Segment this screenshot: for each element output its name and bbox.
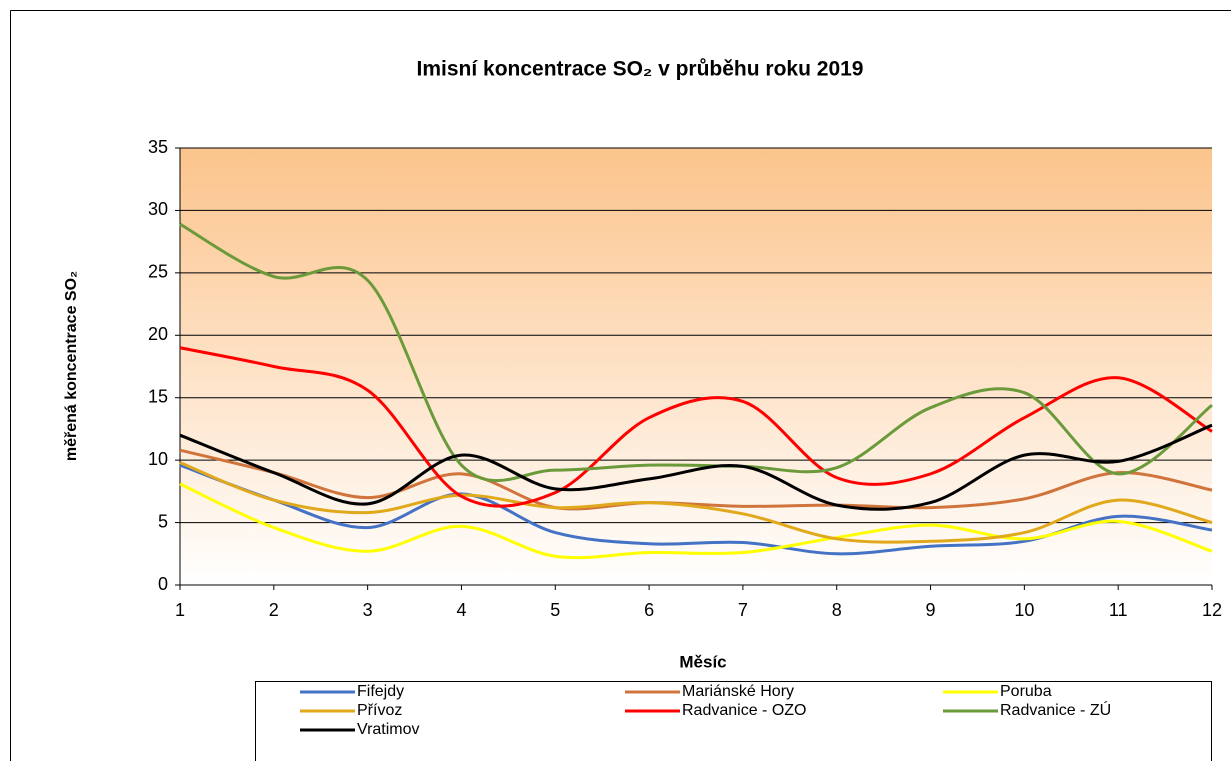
legend-label: Přívoz xyxy=(357,702,402,719)
series-line xyxy=(179,423,1213,511)
series-line xyxy=(179,222,1213,483)
legend-label: Radvanice - OZO xyxy=(682,702,806,719)
series-line xyxy=(179,461,1213,544)
x-tick-label: 11 xyxy=(1109,600,1128,620)
x-tick-label: 3 xyxy=(363,600,373,620)
y-tick-label: 35 xyxy=(148,137,168,157)
legend-label: Mariánské Hory xyxy=(682,683,794,700)
x-tick-label: 6 xyxy=(644,600,654,620)
y-tick-label: 0 xyxy=(158,574,168,594)
chart-title: Imisní koncentrace SO₂ v průběhu roku 20… xyxy=(417,58,864,81)
y-tick-label: 5 xyxy=(158,511,168,531)
y-tick-label: 15 xyxy=(148,386,168,406)
legend-label: Fifejdy xyxy=(357,683,404,700)
series-line xyxy=(179,482,1213,560)
series-line xyxy=(179,463,1213,556)
series-line xyxy=(179,346,1213,508)
y-tick-label: 25 xyxy=(148,262,168,282)
x-tick-label: 9 xyxy=(926,600,936,620)
x-tick-label: 1 xyxy=(175,600,185,620)
y-axis-label: měřená koncentrace SO₂ xyxy=(63,271,80,461)
x-tick-label: 7 xyxy=(738,600,748,620)
x-tick-label: 4 xyxy=(456,600,466,620)
y-tick-label: 30 xyxy=(148,199,168,219)
legend-label: Poruba xyxy=(1000,683,1052,700)
legend-label: Radvanice - ZÚ xyxy=(1000,700,1111,719)
y-tick-label: 20 xyxy=(148,324,168,344)
x-tick-label: 5 xyxy=(550,600,560,620)
series-line xyxy=(179,448,1213,511)
x-axis-label: Měsíc xyxy=(679,652,726,671)
x-tick-label: 2 xyxy=(269,600,279,620)
x-tick-label: 8 xyxy=(832,600,842,620)
legend xyxy=(255,681,1212,761)
y-tick-label: 10 xyxy=(148,449,168,469)
x-tick-label: 12 xyxy=(1202,600,1222,620)
x-tick-label: 10 xyxy=(1014,600,1034,620)
legend-label: Vratimov xyxy=(357,721,420,738)
